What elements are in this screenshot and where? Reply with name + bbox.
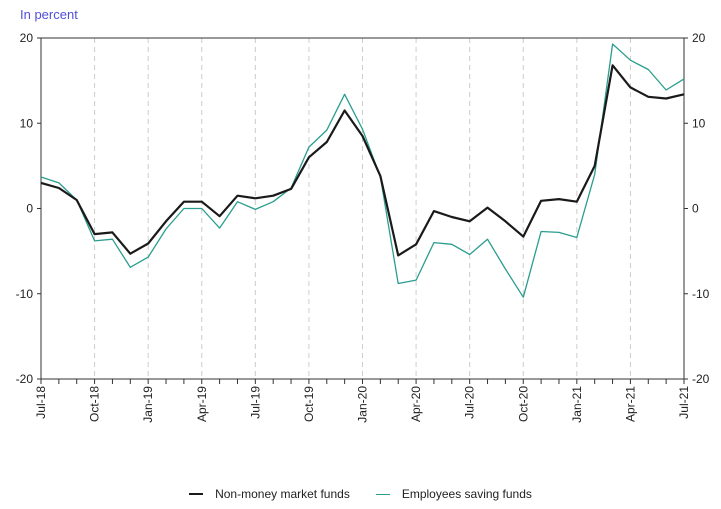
legend-swatch-employees-saving-funds [375,493,390,495]
x-tick-label-Oct-18: Oct-18 [88,386,102,422]
series-line-employees-saving-funds [40,43,685,298]
y-tick-label-right: 20 [692,31,706,45]
y-tick-label-right: -20 [692,372,710,386]
unit-label: In percent [20,7,78,22]
legend: Non-money market funds Employees saving … [0,487,721,501]
y-tick-label-right: -10 [692,287,710,301]
legend-label-employees-saving-funds: Employees saving funds [401,487,532,501]
y-tick-label-left: 0 [26,202,33,216]
y-tick-label-left: -20 [16,372,34,386]
y-tick-label-right: 0 [692,202,699,216]
y-tick-label-left: 20 [20,31,34,45]
x-tick-label-Jan-19: Jan-19 [141,386,155,423]
y-tick-label-left: 10 [20,116,34,130]
x-tick-label-Oct-19: Oct-19 [302,386,316,422]
x-tick-label-Jan-21: Jan-21 [570,386,584,423]
x-tick-label-Jul-19: Jul-19 [248,386,262,419]
legend-swatch-non-money-market-funds [189,493,204,495]
x-tick-label-Jul-18: Jul-18 [34,386,48,419]
x-tick-label-Jan-20: Jan-20 [356,386,370,423]
x-tick-label-Jul-20: Jul-20 [463,386,477,419]
y-tick-label-left: -10 [16,287,34,301]
x-tick-label-Jul-21: Jul-21 [677,386,691,419]
y-tick-label-right: 10 [692,116,706,130]
x-tick-label-Oct-20: Oct-20 [516,386,530,422]
series-line-non-money-market-funds [40,64,685,257]
x-tick-label-Apr-21: Apr-21 [623,386,637,422]
legend-label-non-money-market-funds: Non-money market funds [215,487,350,501]
x-tick-label-Apr-19: Apr-19 [195,386,209,422]
x-tick-label-Apr-20: Apr-20 [409,386,423,422]
legend-item-non-money-market-funds: Non-money market funds [189,487,350,501]
legend-item-employees-saving-funds: Employees saving funds [375,487,532,501]
